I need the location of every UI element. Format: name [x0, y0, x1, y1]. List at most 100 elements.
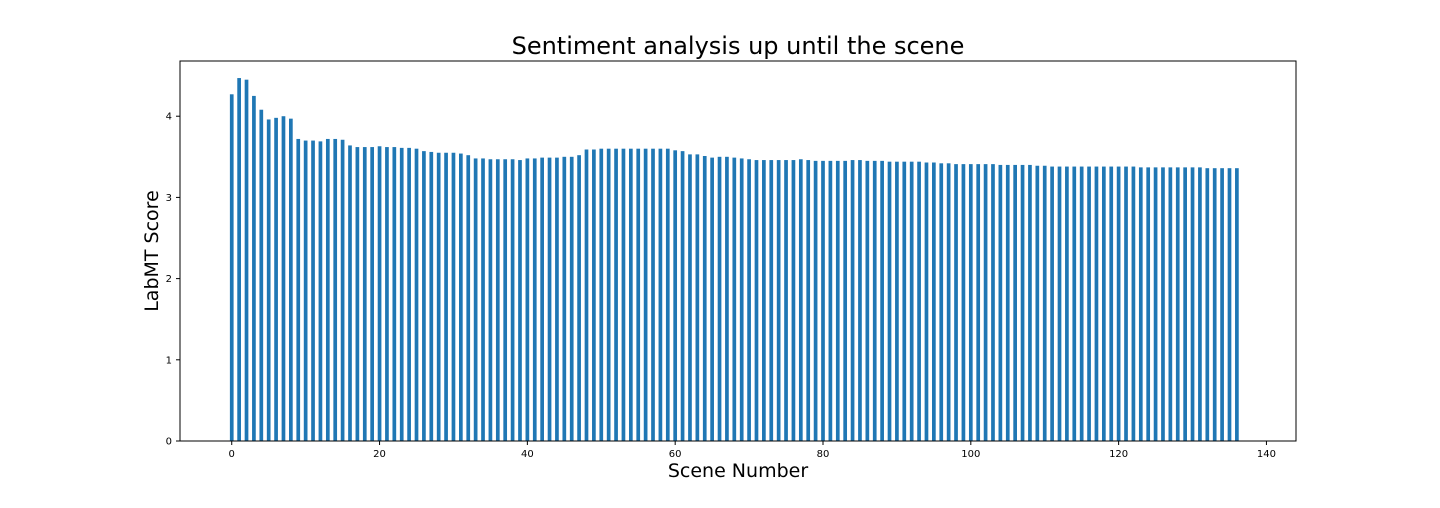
bar-scene-116	[1087, 166, 1091, 441]
bar-scene-61	[680, 151, 685, 441]
x-tick-label: 60	[669, 449, 682, 460]
y-axis-label: LabMT Score	[141, 190, 163, 312]
bar-scene-112	[1057, 166, 1062, 441]
bar-scene-95	[932, 162, 936, 441]
x-tick-label: 100	[961, 449, 980, 460]
bar-scene-88	[880, 160, 884, 441]
bar-scene-10	[303, 140, 308, 441]
bar-scene-19	[370, 147, 375, 441]
bar-scene-35	[488, 159, 493, 441]
bar-scene-126	[1161, 167, 1165, 441]
bar-scene-39	[518, 160, 522, 441]
bar-scene-57	[651, 148, 655, 441]
x-tick-label: 40	[521, 449, 534, 460]
bar-scene-111	[1050, 166, 1054, 441]
bar-scene-53	[621, 148, 626, 441]
bar-scene-46	[569, 156, 574, 441]
bar-scene-130	[1190, 167, 1195, 441]
bar-scene-9	[296, 138, 301, 441]
bar-scene-72	[762, 160, 766, 441]
bar-scene-45	[562, 156, 567, 441]
bar-scene-47	[577, 155, 581, 441]
bar-scene-90	[895, 161, 899, 441]
bar-scene-34	[481, 158, 485, 441]
bar-scene-96	[939, 163, 944, 441]
bar-scene-75	[784, 160, 788, 441]
bar-scene-118	[1101, 166, 1106, 441]
bar-scene-104	[998, 164, 1003, 441]
bars-group	[229, 78, 1239, 442]
bar-scene-58	[658, 148, 663, 441]
bar-scene-20	[377, 146, 382, 441]
bar-scene-82	[835, 160, 840, 441]
bar-scene-109	[1035, 165, 1040, 442]
bar-scene-77	[798, 159, 803, 441]
bar-scene-31	[459, 153, 463, 441]
bar-scene-105	[1005, 164, 1010, 441]
bar-scene-7	[281, 116, 286, 442]
bar-scene-16	[348, 145, 352, 441]
bar-scene-3	[252, 95, 256, 441]
y-tick-label: 2	[166, 274, 172, 285]
bar-scene-91	[902, 161, 907, 441]
bar-scene-107	[1020, 164, 1025, 441]
bar-scene-21	[385, 147, 389, 441]
bar-scene-120	[1116, 166, 1121, 441]
bar-scene-114	[1072, 166, 1077, 441]
bar-scene-85	[858, 160, 862, 441]
bar-scene-0	[229, 94, 234, 441]
bar-scene-28	[436, 152, 441, 441]
x-tick-label: 0	[229, 449, 235, 460]
bar-scene-62	[688, 154, 692, 441]
bar-scene-18	[362, 147, 367, 441]
bar-scene-83	[843, 160, 848, 441]
bar-scene-86	[865, 160, 870, 441]
y-tick-label: 1	[166, 355, 172, 366]
bar-scene-127	[1168, 167, 1173, 441]
bar-scene-63	[695, 154, 700, 441]
bar-scene-67	[725, 156, 729, 441]
bar-scene-42	[540, 157, 544, 441]
bar-scene-98	[954, 164, 958, 441]
x-tick-label: 120	[1109, 449, 1128, 460]
bar-scene-87	[872, 160, 877, 441]
bar-scene-68	[732, 157, 737, 441]
y-tick-label: 4	[166, 112, 172, 123]
bar-scene-5	[266, 119, 271, 442]
bar-scene-13	[325, 138, 330, 441]
x-axis: 0 20 40 60 80 100 120 140	[229, 441, 1276, 460]
bar-scene-73	[769, 160, 774, 441]
bar-scene-49	[592, 149, 596, 441]
bar-scene-1	[237, 78, 241, 442]
bar-scene-48	[584, 149, 589, 441]
bar-scene-110	[1042, 165, 1047, 442]
x-tick-label: 80	[817, 449, 830, 460]
bar-scene-26	[422, 151, 426, 441]
y-tick-label: 3	[166, 193, 172, 204]
bar-scene-4	[259, 109, 264, 441]
bar-scene-103	[991, 164, 995, 441]
bar-scene-101	[976, 164, 981, 441]
chart-title: Sentiment analysis up until the scene	[512, 32, 965, 60]
bar-scene-2	[244, 79, 249, 442]
bar-scene-52	[614, 148, 618, 441]
bar-scene-131	[1198, 167, 1202, 441]
bar-scene-22	[392, 147, 397, 441]
bar-scene-108	[1028, 164, 1032, 441]
bar-scene-134	[1220, 168, 1224, 441]
bar-scene-121	[1124, 166, 1128, 441]
bar-scene-44	[555, 157, 559, 441]
bar-scene-99	[961, 164, 966, 441]
x-tick-label: 20	[373, 449, 386, 460]
x-axis-label: Scene Number	[668, 460, 808, 482]
bar-scene-37	[503, 159, 508, 441]
bar-scene-66	[717, 156, 722, 441]
bar-scene-59	[665, 148, 670, 441]
bar-scene-69	[739, 158, 744, 441]
bar-scene-122	[1131, 166, 1136, 441]
bar-scene-51	[606, 148, 611, 441]
plot-frame	[179, 60, 1297, 442]
bar-scene-55	[636, 148, 641, 441]
bar-scene-25	[414, 148, 419, 441]
